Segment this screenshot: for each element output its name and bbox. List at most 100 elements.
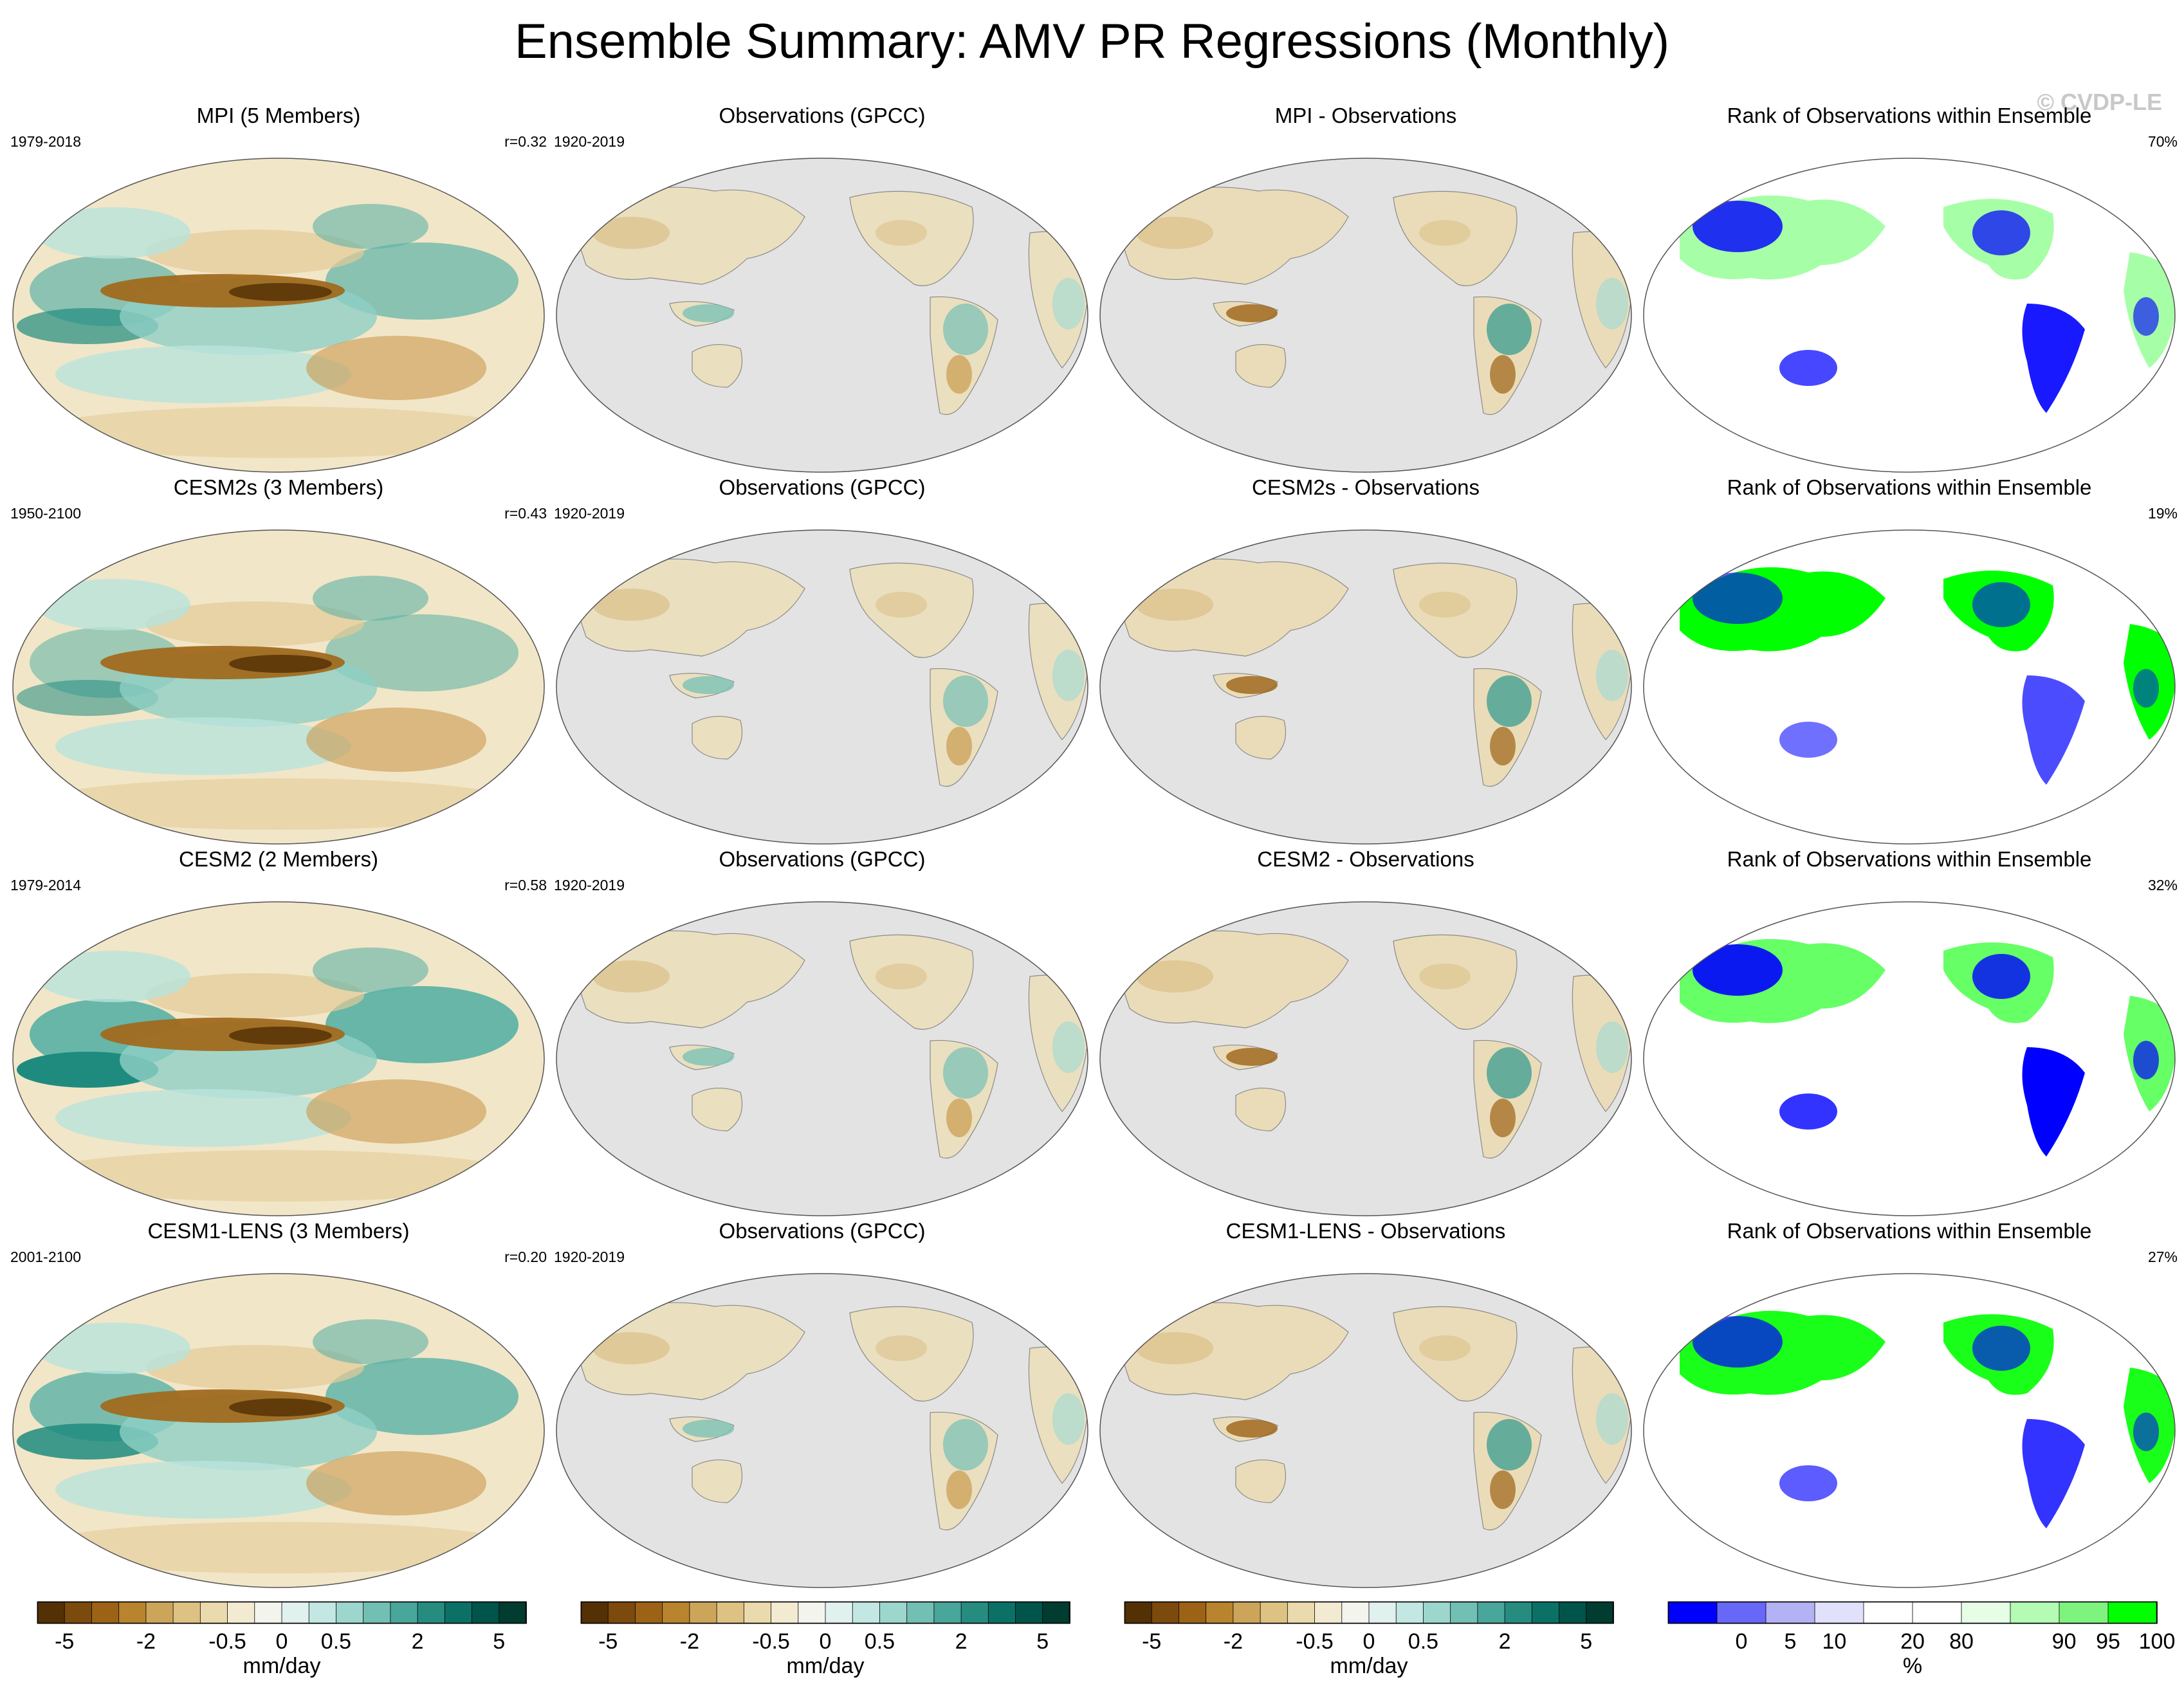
colorbar-swatch: [1233, 1601, 1262, 1624]
map-model: [12, 529, 545, 845]
colorbar-tick-label: 20: [1900, 1629, 1925, 1654]
panel-title: Rank of Observations within Ensemble: [1727, 847, 2092, 871]
panel-title: CESM1-LENS (3 Members): [147, 1219, 410, 1243]
map-panel-rank-row1: Rank of Observations within Ensemble 70%: [1641, 103, 2178, 475]
map-model: [12, 1273, 545, 1588]
colorbar-swatch: [906, 1601, 935, 1624]
colorbar-tick-label: 5: [493, 1629, 506, 1654]
colorbar-swatch: [1042, 1601, 1070, 1624]
rank-percent: 70%: [2147, 133, 2178, 150]
colorbar-tick-label: 2: [411, 1629, 424, 1654]
pattern-correlation: r=0.20: [504, 1249, 547, 1265]
colorbar-swatch: [1395, 1601, 1424, 1624]
colorbar-swatch: [281, 1601, 310, 1624]
colorbar-unit: mm/day: [786, 1654, 865, 1678]
map-panel-rank-row4: Rank of Observations within Ensemble 27%: [1641, 1218, 2178, 1590]
panel-title: MPI - Observations: [1274, 104, 1457, 127]
panel-title: CESM2s - Observations: [1252, 475, 1480, 499]
colorbar-swatch: [1765, 1601, 1815, 1624]
colorbar-swatch: [91, 1601, 120, 1624]
colorbar-swatch: [987, 1601, 1016, 1624]
map-panel-model-row2: CESM2s (3 Members) 1950-2100 r=0.43: [10, 475, 547, 846]
colorbar-swatch: [1477, 1601, 1506, 1624]
colorbar-tick-label: 2: [955, 1629, 968, 1654]
colorbar-swatch: [580, 1601, 609, 1624]
colorbar-swatch: [662, 1601, 690, 1624]
panel-title: Observations (GPCC): [719, 1219, 926, 1243]
colorbar-swatch: [308, 1601, 337, 1624]
pattern-correlation: r=0.43: [504, 505, 547, 522]
colorbar-swatch: [2107, 1601, 2158, 1624]
colorbar-swatch: [64, 1601, 93, 1624]
map-obs: [556, 158, 1088, 473]
map-obs: [556, 901, 1088, 1216]
colorbar-tick-label: 10: [1822, 1629, 1847, 1654]
colorbar-swatch: [1716, 1601, 1766, 1624]
colorbar-swatch: [2059, 1601, 2109, 1624]
panel-period: 1920-2019: [554, 505, 625, 522]
colorbar-observations: -5 -2 -0.5 0 0.5 2 5 mm/day: [580, 1601, 1070, 1679]
colorbar-tick-label: 0: [1735, 1629, 1748, 1654]
colorbar-swatch: [716, 1601, 745, 1624]
panel-title: Observations (GPCC): [719, 847, 926, 871]
colorbar-swatch: [933, 1601, 962, 1624]
colorbar-swatch: [1287, 1601, 1316, 1624]
colorbar-swatch: [1314, 1601, 1343, 1624]
colorbar-tick-label: 2: [1498, 1629, 1511, 1654]
colorbar-swatch: [1504, 1601, 1533, 1624]
colorbar-rank: 0 5 10 20 80 90 95 100%: [1667, 1601, 2175, 1679]
rank-percent: 32%: [2147, 877, 2178, 893]
colorbar-tick-label: -5: [1142, 1629, 1162, 1654]
panel-period: 1979-2018: [10, 133, 81, 150]
colorbar-swatch: [363, 1601, 391, 1624]
colorbar-swatch: [1179, 1601, 1207, 1624]
map-panel-model-row1: MPI (5 Members) 1979-2018 r=0.32: [10, 103, 547, 475]
colorbar-swatch: [960, 1601, 989, 1624]
map-panel-obs-row3: Observations (GPCC) 1920-2019: [554, 846, 1090, 1218]
colorbar-model: -5 -2 -0.5 0 0.5 2 5 mm/day: [37, 1601, 527, 1679]
colorbar-swatch: [689, 1601, 718, 1624]
colorbar-swatch: [1667, 1601, 1718, 1624]
copyright-watermark: © CVDP-LE: [2037, 89, 2162, 115]
rank-percent: 19%: [2147, 505, 2178, 522]
colorbar-swatch: [145, 1601, 174, 1624]
colorbar-tick-label: 5: [1036, 1629, 1049, 1654]
colorbar-swatch: [771, 1601, 799, 1624]
figure-title: Ensemble Summary: AMV PR Regressions (Mo…: [514, 14, 1670, 69]
pattern-correlation: r=0.58: [504, 877, 547, 893]
map-panel-obs-row1: Observations (GPCC) 1920-2019: [554, 103, 1090, 475]
map-panel-diff-row2: CESM2s - Observations: [1097, 475, 1634, 846]
colorbar-swatch: [1368, 1601, 1397, 1624]
colorbar-swatch: [172, 1601, 201, 1624]
colorbar-tick-label: 0: [819, 1629, 832, 1654]
colorbar-swatch: [37, 1601, 66, 1624]
colorbar-tick-label: 5: [1784, 1629, 1797, 1654]
colorbar-swatch: [1586, 1601, 1614, 1624]
colorbar-swatch: [390, 1601, 419, 1624]
colorbar-swatch: [444, 1601, 473, 1624]
colorbar-swatch: [1961, 1601, 2011, 1624]
colorbar-swatch: [1912, 1601, 1962, 1624]
colorbar-swatch: [1206, 1601, 1234, 1624]
map-panel-diff-row3: CESM2 - Observations: [1097, 846, 1634, 1218]
colorbar-swatches: [580, 1601, 1070, 1624]
colorbar-swatch: [1531, 1601, 1560, 1624]
colorbar-swatch: [1260, 1601, 1289, 1624]
colorbar-tick-label: -0.5: [208, 1629, 246, 1654]
colorbar-swatch: [1124, 1601, 1153, 1624]
colorbar-tick-label: -0.5: [1296, 1629, 1334, 1654]
map-panel-obs-row4: Observations (GPCC) 1920-2019: [554, 1218, 1090, 1590]
map-panel-model-row4: CESM1-LENS (3 Members) 2001-2100 r=0.20: [10, 1218, 547, 1590]
map-panel-obs-row2: Observations (GPCC) 1920-2019: [554, 475, 1090, 846]
colorbar-swatch: [118, 1601, 147, 1624]
panel-period: 1920-2019: [554, 1249, 625, 1265]
map-panel-model-row3: CESM2 (2 Members) 1979-2014 r=0.58: [10, 846, 547, 1218]
pattern-correlation: r=0.32: [504, 133, 547, 150]
colorbar-swatch: [199, 1601, 228, 1624]
colorbar-swatch: [1151, 1601, 1180, 1624]
colorbar-swatch: [743, 1601, 772, 1624]
colorbar-tick-label: -2: [136, 1629, 156, 1654]
colorbar-swatch: [879, 1601, 908, 1624]
colorbar-swatches: [1124, 1601, 1614, 1624]
panel-title: Observations (GPCC): [719, 104, 926, 127]
